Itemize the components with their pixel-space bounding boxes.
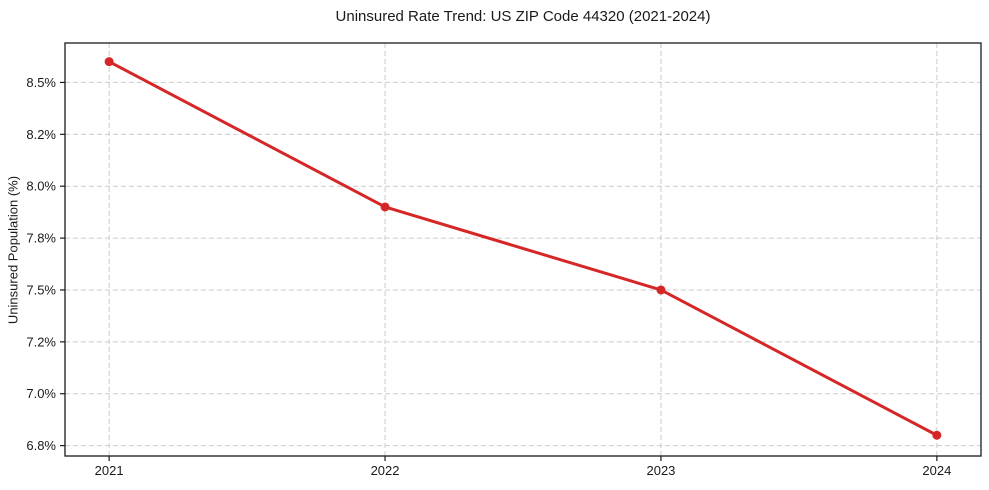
- y-tick-label: 6.8%: [26, 438, 56, 453]
- chart-title: Uninsured Rate Trend: US ZIP Code 44320 …: [335, 8, 711, 25]
- y-tick-label: 7.2%: [26, 334, 56, 349]
- x-tick-label: 2023: [646, 463, 675, 478]
- data-point-marker: [380, 202, 390, 212]
- data-point-marker: [932, 430, 942, 440]
- data-point-marker: [104, 57, 114, 67]
- data-point-marker: [656, 285, 666, 295]
- x-tick-label: 2024: [922, 463, 951, 478]
- y-tick-label: 7.8%: [26, 231, 56, 246]
- x-tick-label: 2022: [371, 463, 400, 478]
- y-tick-label: 8.0%: [26, 179, 56, 194]
- y-tick-label: 8.5%: [26, 75, 56, 90]
- y-tick-label: 7.0%: [26, 386, 56, 401]
- x-tick-label: 2021: [95, 463, 124, 478]
- trend-line: [107, 60, 939, 437]
- y-tick-label: 7.5%: [26, 282, 56, 297]
- plot-border: [64, 42, 982, 457]
- y-tick-label: 8.2%: [26, 127, 56, 142]
